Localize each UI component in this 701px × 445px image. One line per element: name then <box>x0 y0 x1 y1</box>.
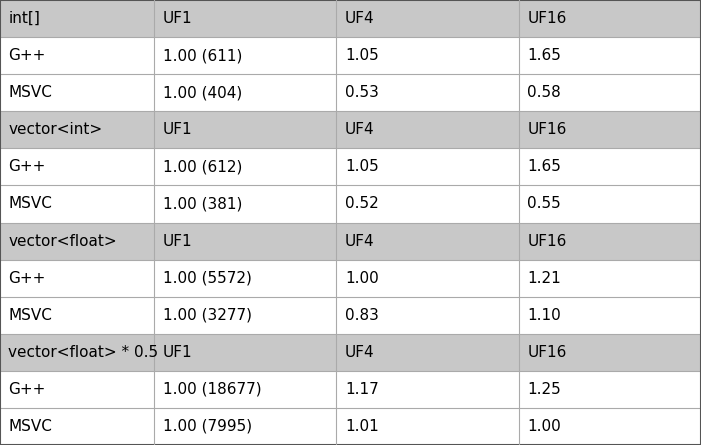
Text: UF4: UF4 <box>345 345 374 360</box>
Text: 1.65: 1.65 <box>527 48 561 63</box>
Text: MSVC: MSVC <box>8 419 53 434</box>
Text: MSVC: MSVC <box>8 196 53 211</box>
Bar <box>519 74 701 111</box>
Bar <box>336 408 519 445</box>
Text: G++: G++ <box>8 48 46 63</box>
Text: UF16: UF16 <box>527 345 566 360</box>
Text: 1.00 (611): 1.00 (611) <box>163 48 242 63</box>
Bar <box>519 334 701 371</box>
Bar <box>0 408 154 445</box>
Text: 1.05: 1.05 <box>345 48 379 63</box>
Text: 1.00 (5572): 1.00 (5572) <box>163 271 252 286</box>
Bar <box>0 37 154 74</box>
Text: UF16: UF16 <box>527 122 566 138</box>
Text: 1.00 (3277): 1.00 (3277) <box>163 307 252 323</box>
Bar <box>336 297 519 334</box>
Bar <box>519 37 701 74</box>
Bar <box>519 222 701 259</box>
Text: UF4: UF4 <box>345 234 374 249</box>
Text: 0.53: 0.53 <box>345 85 379 100</box>
Bar <box>0 148 154 186</box>
Bar <box>154 186 336 222</box>
Bar <box>0 222 154 259</box>
Bar <box>519 186 701 222</box>
Bar <box>0 111 154 148</box>
Bar <box>0 0 154 37</box>
Bar <box>154 111 336 148</box>
Bar <box>336 222 519 259</box>
Text: vector<float>: vector<float> <box>8 234 117 249</box>
Text: UF1: UF1 <box>163 345 192 360</box>
Bar <box>519 297 701 334</box>
Text: 1.65: 1.65 <box>527 159 561 174</box>
Text: UF16: UF16 <box>527 234 566 249</box>
Text: UF1: UF1 <box>163 234 192 249</box>
Bar <box>154 37 336 74</box>
Text: 1.00 (404): 1.00 (404) <box>163 85 242 100</box>
Bar <box>154 408 336 445</box>
Bar <box>519 111 701 148</box>
Bar <box>336 371 519 408</box>
Text: 1.25: 1.25 <box>527 382 561 397</box>
Text: UF1: UF1 <box>163 11 192 26</box>
Bar <box>336 74 519 111</box>
Text: 1.01: 1.01 <box>345 419 379 434</box>
Bar <box>336 37 519 74</box>
Text: 1.21: 1.21 <box>527 271 561 286</box>
Bar <box>519 371 701 408</box>
Bar <box>154 297 336 334</box>
Bar <box>154 371 336 408</box>
Bar <box>154 0 336 37</box>
Text: UF1: UF1 <box>163 122 192 138</box>
Bar <box>0 334 154 371</box>
Text: 1.00 (7995): 1.00 (7995) <box>163 419 252 434</box>
Text: 1.00: 1.00 <box>345 271 379 286</box>
Bar <box>0 74 154 111</box>
Text: 0.83: 0.83 <box>345 307 379 323</box>
Bar <box>0 186 154 222</box>
Text: G++: G++ <box>8 271 46 286</box>
Text: G++: G++ <box>8 159 46 174</box>
Bar <box>519 408 701 445</box>
Bar <box>154 222 336 259</box>
Bar <box>336 111 519 148</box>
Text: UF4: UF4 <box>345 11 374 26</box>
Bar <box>336 148 519 186</box>
Bar <box>154 259 336 297</box>
Text: 0.52: 0.52 <box>345 196 379 211</box>
Bar <box>336 0 519 37</box>
Bar <box>336 259 519 297</box>
Text: G++: G++ <box>8 382 46 397</box>
Text: UF4: UF4 <box>345 122 374 138</box>
Text: 0.58: 0.58 <box>527 85 561 100</box>
Bar <box>0 259 154 297</box>
Bar <box>154 334 336 371</box>
Bar <box>154 74 336 111</box>
Bar <box>154 148 336 186</box>
Text: 1.10: 1.10 <box>527 307 561 323</box>
Text: 1.00 (18677): 1.00 (18677) <box>163 382 261 397</box>
Text: MSVC: MSVC <box>8 85 53 100</box>
Text: MSVC: MSVC <box>8 307 53 323</box>
Text: 1.05: 1.05 <box>345 159 379 174</box>
Text: 1.00: 1.00 <box>527 419 561 434</box>
Bar <box>519 0 701 37</box>
Bar <box>519 259 701 297</box>
Text: 0.55: 0.55 <box>527 196 561 211</box>
Bar <box>0 297 154 334</box>
Text: vector<int>: vector<int> <box>8 122 102 138</box>
Text: vector<float> * 0.5: vector<float> * 0.5 <box>8 345 158 360</box>
Text: 1.00 (612): 1.00 (612) <box>163 159 242 174</box>
Text: 1.00 (381): 1.00 (381) <box>163 196 242 211</box>
Text: UF16: UF16 <box>527 11 566 26</box>
Bar <box>0 371 154 408</box>
Text: 1.17: 1.17 <box>345 382 379 397</box>
Text: int[]: int[] <box>8 11 40 26</box>
Bar <box>336 186 519 222</box>
Bar <box>336 334 519 371</box>
Bar <box>519 148 701 186</box>
